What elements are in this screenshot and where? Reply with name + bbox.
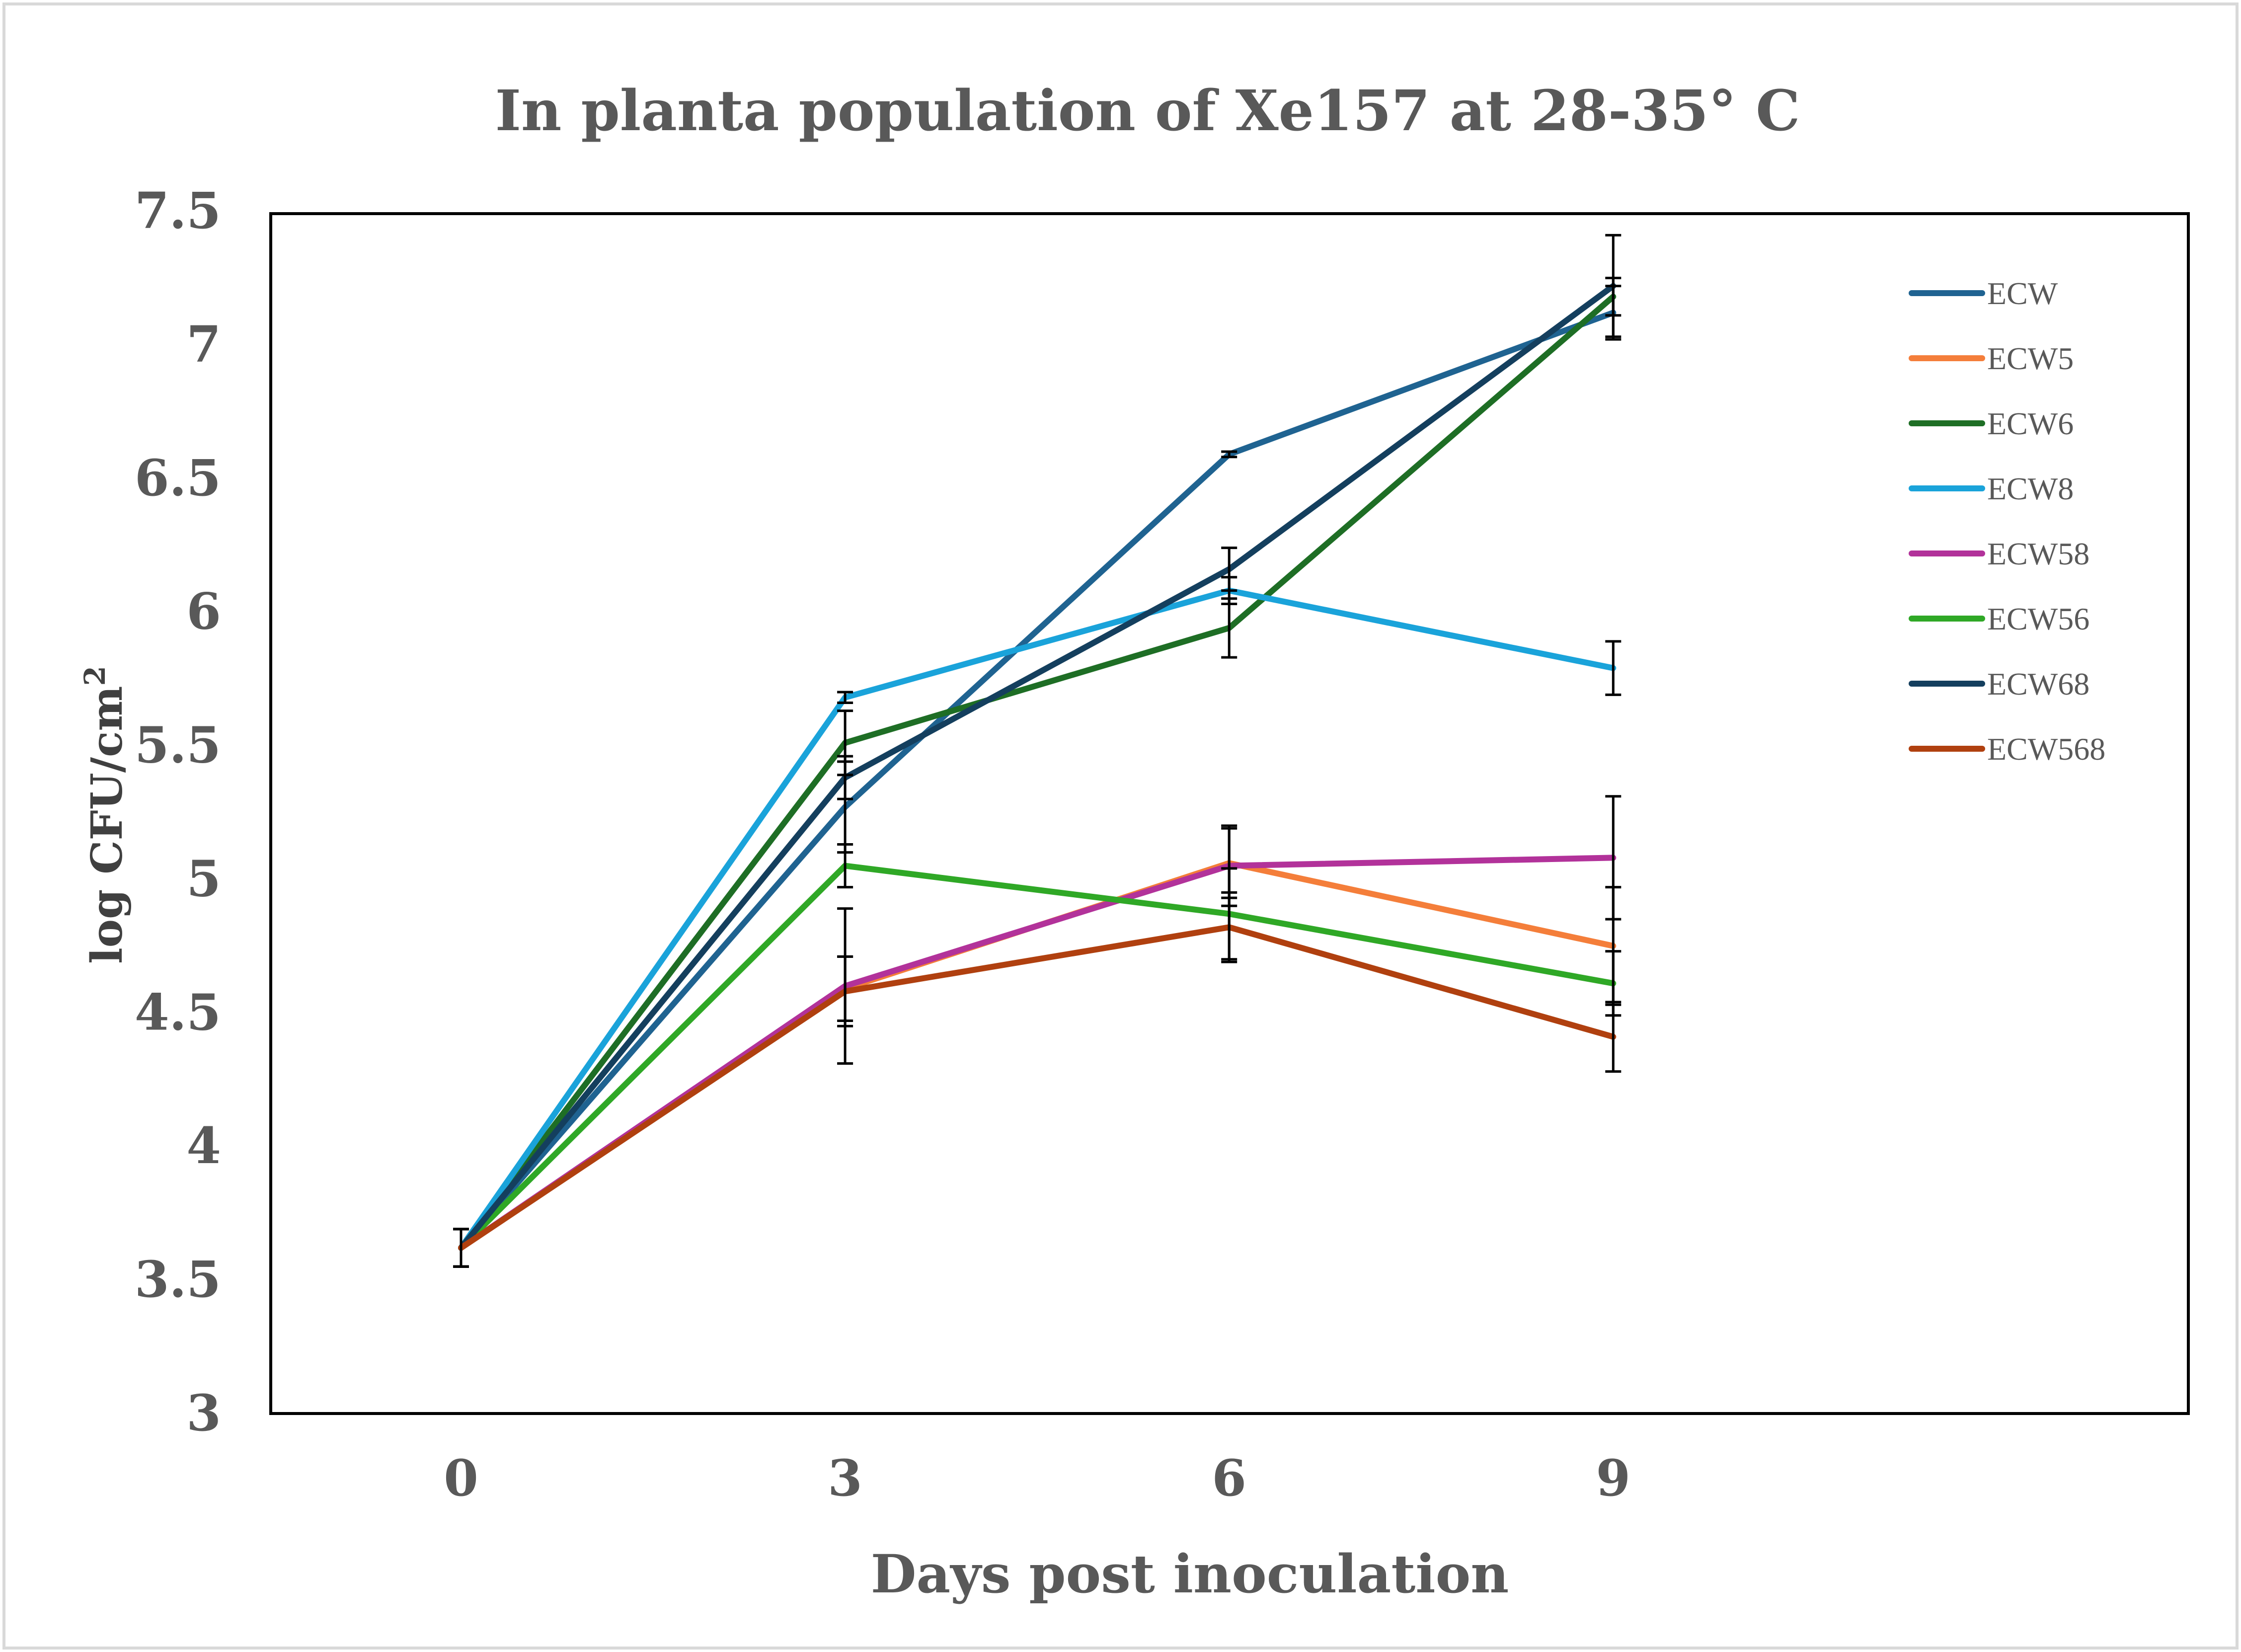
y-tick-label: 3.5 xyxy=(135,1250,221,1309)
legend-label: ECW68 xyxy=(1987,666,2089,702)
y-axis-title: log CFU/cm2 xyxy=(78,666,132,964)
error-bar-ecw68 xyxy=(1221,547,1237,592)
error-bar-ecw58 xyxy=(1605,795,1622,921)
x-tick-label: 9 xyxy=(1596,1449,1631,1507)
x-tick-label: 6 xyxy=(1212,1449,1246,1507)
error-bar-ecw568 xyxy=(837,955,853,1027)
legend-label: ECW56 xyxy=(1987,601,2089,636)
legend-label: ECW5 xyxy=(1987,341,2074,376)
y-axis-title-superscript: 2 xyxy=(78,666,112,686)
x-axis-title: Days post inoculation xyxy=(871,1543,1509,1605)
error-bar-ecw568 xyxy=(1221,891,1237,963)
series-line-ecw568 xyxy=(458,924,1617,1251)
y-tick-label: 3 xyxy=(186,1384,221,1442)
error-bar-ecw68 xyxy=(1605,234,1622,338)
y-tick-label: 4.5 xyxy=(135,983,221,1041)
legend-item-ecw56: ECW56 xyxy=(1909,601,2089,636)
y-tick-label: 5.5 xyxy=(135,716,221,775)
legend-item-ecw5: ECW5 xyxy=(1909,341,2074,376)
legend-item-ecw: ECW xyxy=(1909,276,2058,311)
y-tick-label: 4 xyxy=(186,1116,221,1175)
error-bar-ecw56 xyxy=(837,843,853,889)
y-axis-title-main: log CFU/cm xyxy=(82,686,132,963)
legend-item-ecw6: ECW6 xyxy=(1909,406,2074,441)
error-bar-ecw8 xyxy=(1605,640,1622,696)
error-bar-ecw8 xyxy=(837,691,853,705)
y-tick-label: 5 xyxy=(186,849,221,908)
series-line-ecw68 xyxy=(458,283,1617,1251)
error-bar-ecw568 xyxy=(1605,1001,1622,1073)
legend-label: ECW6 xyxy=(1987,406,2074,441)
series-line-ecw56 xyxy=(458,863,1617,1251)
legend-item-ecw8: ECW8 xyxy=(1909,471,2074,506)
legend-label: ECW568 xyxy=(1987,731,2105,767)
error-bar-ecw xyxy=(1221,450,1237,459)
y-tick-label: 6.5 xyxy=(135,449,221,507)
y-tick-label: 7 xyxy=(186,315,221,374)
plot-area xyxy=(269,212,2190,1415)
x-axis-tick-labels: 0 3 6 9 xyxy=(444,1449,1630,1507)
legend-item-ecw568: ECW568 xyxy=(1909,731,2105,767)
legend-item-ecw68: ECW68 xyxy=(1909,666,2089,702)
legend-label: ECW xyxy=(1987,276,2058,311)
legend: ECW ECW5 ECW6 ECW8 ECW58 ECW56 ECW68 ECW568 xyxy=(1909,276,2105,767)
series-line-ecw xyxy=(458,310,1617,1251)
error-bar-ecw568 xyxy=(453,1228,469,1268)
legend-label: ECW58 xyxy=(1987,536,2089,571)
chart-title: In planta population of Xe157 at 28-35° … xyxy=(495,79,1800,144)
error-bars xyxy=(453,234,1622,1268)
error-bar-ecw68 xyxy=(837,755,853,800)
y-axis-tick-labels: 3 3.5 4 4.5 5 5.5 6 6.5 7 7.5 xyxy=(135,181,221,1442)
y-tick-label: 6 xyxy=(186,582,221,641)
y-tick-label: 7.5 xyxy=(135,181,221,240)
x-tick-label: 0 xyxy=(444,1449,478,1507)
series-line-ecw8 xyxy=(458,587,1617,1251)
x-tick-label: 3 xyxy=(828,1449,862,1507)
series-line-ecw6 xyxy=(458,294,1617,1251)
series-lines xyxy=(458,283,1617,1251)
legend-label: ECW8 xyxy=(1987,471,2074,506)
legend-item-ecw58: ECW58 xyxy=(1909,536,2089,571)
